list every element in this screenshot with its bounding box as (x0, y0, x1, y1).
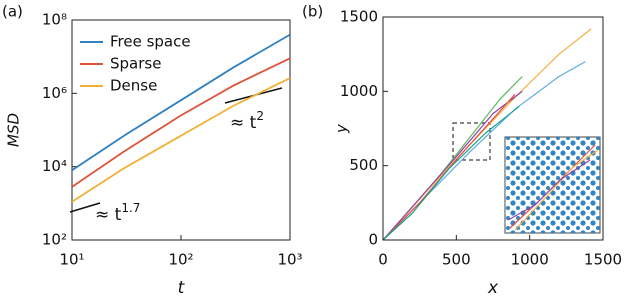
annotation-text: ≈ t (95, 205, 122, 225)
x-tick-label: 1500 (584, 251, 622, 269)
x-tick-label: 500 (442, 251, 471, 269)
y-tick-label: 10² (42, 231, 67, 249)
legend-label: Free space (110, 33, 191, 51)
annotation-exponent: 1.7 (121, 201, 140, 215)
axes-frame (382, 16, 604, 241)
y-tick-label: 1000 (340, 82, 378, 100)
y-tick-label: 10⁸ (42, 11, 67, 29)
y-axis-label: MSD (5, 113, 23, 147)
y-tick-label: 1500 (340, 8, 378, 26)
x-tick-label: 1000 (511, 251, 549, 269)
trajectory (382, 93, 516, 241)
inset (504, 136, 601, 234)
panel-label: (b) (302, 3, 323, 21)
panel-label: (a) (2, 3, 23, 21)
data-line (71, 57, 291, 188)
annotation-text: ≈ t (230, 113, 257, 133)
data-line (71, 33, 291, 171)
trajectory (382, 90, 523, 241)
y-tick-label: 0 (368, 231, 378, 249)
annotation-exponent: 2 (256, 109, 264, 123)
trajectory (382, 105, 520, 241)
annotation: ≈ t2 (230, 109, 264, 134)
zoom-box (452, 122, 491, 161)
x-tick-label: 10² (168, 251, 193, 269)
x-tick-label: 10¹ (59, 251, 84, 269)
legend-label: Dense (110, 77, 157, 95)
x-axis-label: t (178, 278, 186, 298)
x-axis-label: x (487, 278, 499, 298)
x-tick-label: 10³ (277, 251, 302, 269)
y-tick-label: 500 (349, 156, 378, 174)
guide-line (69, 202, 101, 213)
annotation: ≈ t1.7 (95, 201, 140, 226)
legend-label: Sparse (110, 55, 161, 73)
y-axis-label: y (333, 123, 351, 134)
y-tick-label: 10⁶ (42, 84, 67, 102)
y-tick-label: 10⁴ (42, 157, 67, 175)
data-line (71, 77, 291, 203)
x-tick-label: 0 (378, 251, 388, 269)
